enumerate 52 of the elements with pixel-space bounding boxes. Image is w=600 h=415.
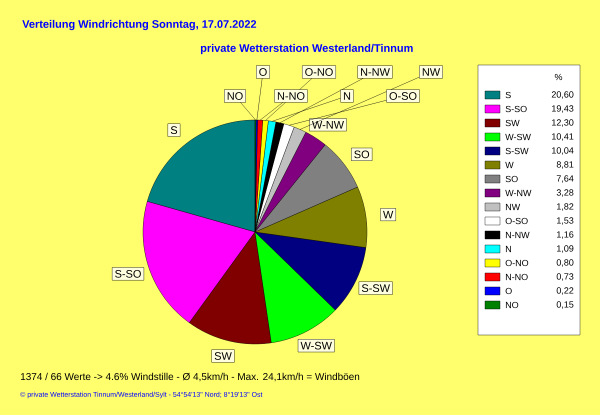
slice-label: SW [214,352,232,360]
legend-label: S-SW [506,148,529,154]
data-label: 8,81 [556,161,574,169]
slice-label: W-NW [312,121,344,129]
legend-label: O-NO [506,260,528,266]
legend-label: SW [506,120,520,126]
chart-title: Verteilung Windrichtung Sonntag, 17.07.2022 [22,20,256,30]
slice-label: O-SO [390,92,416,100]
slice-label: N-NW [361,68,390,76]
legend-title: % [554,74,562,80]
data-label: 1,82 [557,203,574,211]
slice-label: S [170,126,178,134]
data-label: 12,30 [552,119,574,127]
data-label: 10,41 [552,133,574,141]
slice-label: O-NO [305,68,333,76]
legend-label: O [506,288,512,294]
slice-label: N [344,92,350,100]
legend-label: W [505,162,514,168]
slice-label: W-SW [300,342,332,350]
slice-label: O [259,68,267,76]
slice-label: NW [422,68,440,76]
data-label: 1,16 [557,231,574,239]
data-label: 1,53 [557,217,574,225]
text: 1374 / 66 Werte -> 4.6% Windstille - Ø 4,5km/h - Max. 24,1km/h = Windböen [20,372,360,382]
data-label: 3,28 [556,189,574,197]
slice-label: NO [228,92,243,100]
slice-label: N-NO [278,92,304,100]
slice-label: W [383,210,394,218]
slice-label: SO [354,150,370,158]
legend-label: S [506,92,511,98]
legend-label: W-NW [505,190,532,196]
data-label: 7,64 [556,175,574,183]
slice-label: S-SW [362,284,390,292]
legend-label: O-SO [506,218,528,224]
legend-label: NO [506,302,518,308]
legend-label: SO [506,176,518,182]
data-label: 0,15 [556,301,574,309]
slice-label: S-SO [115,270,141,278]
legend-label: W-SW [505,134,531,140]
data-label: 0,80 [556,259,574,267]
data-label: 1,09 [557,245,574,253]
legend-label: N-NO [506,274,528,280]
data-label: 10,04 [552,147,574,155]
chart-subtitle: private Wetterstation Westerland/Tinnum [200,44,413,54]
legend-label: N-NW [506,232,530,238]
legend-label: NW [506,204,520,210]
legend-label: N [506,246,511,252]
legend-label: S-SO [506,106,527,112]
data-label: 0,22 [556,287,574,295]
data-label: 19,43 [552,105,574,113]
data-label: 20,60 [552,91,574,99]
data-label: 0,73 [556,273,574,281]
